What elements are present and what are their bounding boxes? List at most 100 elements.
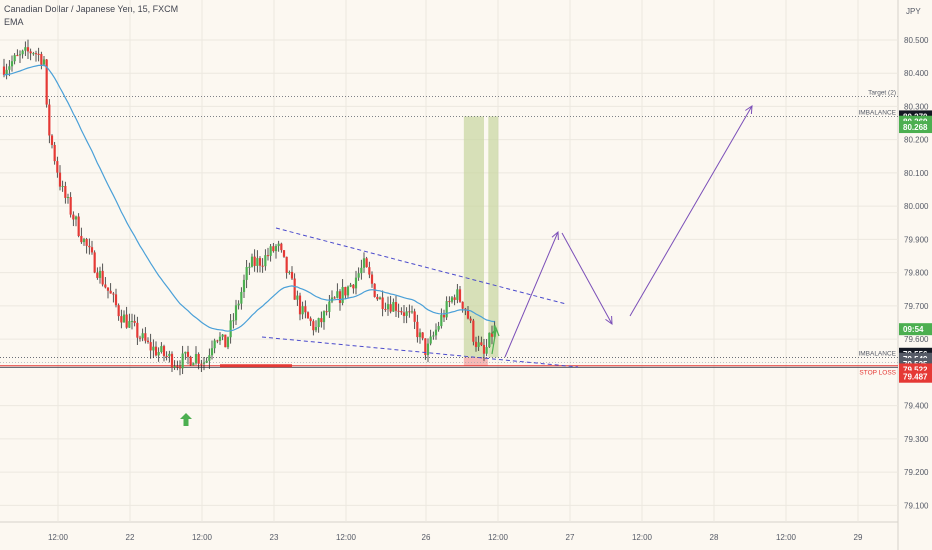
candle-body [29, 51, 32, 54]
candle [237, 300, 240, 310]
candle [429, 329, 432, 346]
x-tick-label: 27 [566, 533, 575, 542]
candle [2, 58, 6, 78]
candle [26, 39, 30, 59]
candle [349, 282, 352, 288]
candle-body [85, 239, 88, 246]
candle-body [208, 355, 211, 361]
candle [370, 271, 374, 288]
candle-body [261, 265, 264, 267]
candle [362, 252, 366, 273]
candle [74, 215, 78, 227]
candle-body [304, 306, 307, 313]
candle-body [10, 61, 14, 67]
candle-body [218, 336, 222, 341]
price-tag-label: 79.522 [903, 365, 928, 374]
x-tick-label: 22 [126, 533, 135, 542]
candle-body [282, 250, 286, 257]
candle [21, 49, 24, 59]
candle [162, 344, 166, 362]
candle-body [421, 332, 424, 339]
candle-body [152, 346, 155, 351]
candle-body [13, 55, 16, 62]
candle [186, 345, 190, 365]
ema-line [3, 64, 495, 332]
price-tag-label: 09:54 [903, 325, 924, 334]
candle [29, 48, 32, 61]
candle [5, 63, 8, 80]
candle-body [141, 333, 144, 339]
candle-body [80, 235, 83, 243]
candle-body [106, 287, 110, 291]
candle [477, 335, 480, 352]
candle-body [370, 274, 374, 284]
candle-body [474, 341, 478, 347]
candle [77, 213, 80, 238]
candle-body [440, 314, 443, 327]
x-tick-label: 12:00 [776, 533, 797, 542]
candle [178, 360, 182, 376]
candle [357, 267, 360, 281]
projection-arrowhead [605, 315, 613, 326]
candle-body [146, 340, 150, 343]
x-tick-label: 12:00 [488, 533, 509, 542]
y-tick-label: 79.900 [904, 235, 929, 244]
candle [432, 331, 435, 340]
candle [85, 237, 88, 254]
candle [184, 351, 187, 360]
candle [282, 250, 286, 258]
candle [317, 317, 320, 333]
candle-body [210, 348, 214, 356]
candle [482, 338, 486, 362]
candle [258, 256, 262, 273]
candle [96, 267, 99, 280]
candle [280, 242, 283, 253]
candle-body [298, 295, 302, 315]
candle-body [384, 309, 387, 311]
candle-body [434, 329, 438, 336]
candle [442, 309, 446, 322]
candle [192, 362, 195, 366]
candle [40, 51, 43, 70]
y-tick-label: 79.400 [904, 402, 929, 411]
candle-body [133, 320, 136, 323]
candle [226, 336, 230, 350]
candle-body [386, 304, 390, 310]
candle-body [354, 277, 358, 289]
candle [112, 291, 115, 303]
candle-body [376, 296, 379, 300]
projection-arrow-target [629, 105, 753, 317]
candle-body [37, 53, 40, 55]
candle-body [248, 266, 251, 268]
candle-body [101, 270, 104, 285]
level-label: IMBALANCE [858, 350, 896, 357]
candle [229, 314, 232, 344]
candle-body [250, 256, 254, 267]
candle [469, 316, 472, 324]
candle-body [488, 332, 491, 348]
candle-body [264, 255, 267, 267]
candle-body [410, 311, 414, 313]
candle [245, 259, 248, 289]
candle-body [336, 291, 339, 298]
candle [360, 259, 363, 280]
candle-body [200, 363, 203, 365]
candle-body [40, 54, 43, 65]
candle [333, 296, 336, 299]
candle [18, 50, 22, 64]
candle-body [157, 352, 160, 356]
candle-body [128, 321, 131, 328]
candle [144, 327, 147, 344]
candle [485, 339, 488, 357]
candle [416, 314, 419, 343]
level-label: IMBALANCE [858, 109, 896, 116]
candle-body [192, 363, 195, 366]
candle-body [16, 55, 19, 57]
candle-body [341, 287, 344, 303]
candle-body [461, 301, 464, 309]
candle [376, 294, 379, 301]
candle-body [493, 325, 496, 337]
candle-body [122, 314, 126, 323]
